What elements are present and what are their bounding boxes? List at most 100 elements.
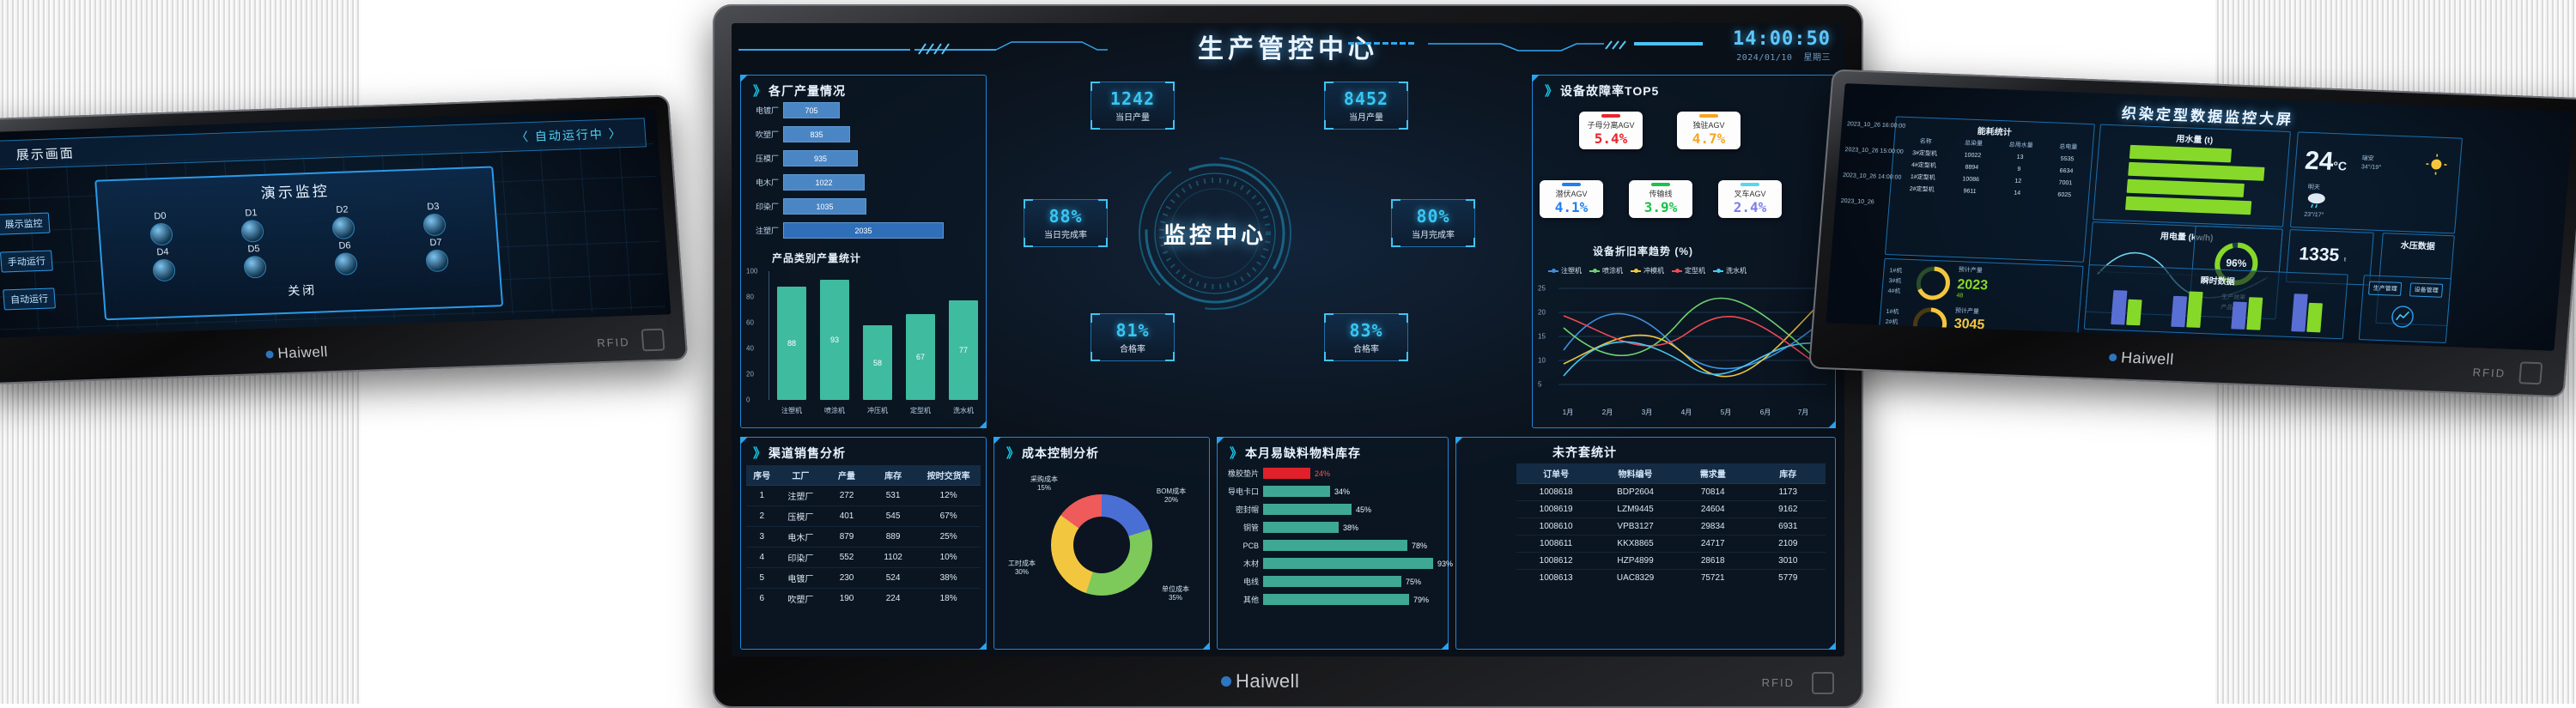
inventory-bar xyxy=(1263,504,1352,515)
knob-d6[interactable] xyxy=(334,252,358,275)
col-header: 物料编号 xyxy=(1595,463,1675,484)
knob-d4[interactable] xyxy=(152,258,176,281)
table-row[interactable]: 6 吹塑厂 190 224 18% xyxy=(746,589,981,609)
weather-tomorrow-value: 明天 xyxy=(2307,185,2320,191)
knob-d5[interactable] xyxy=(243,256,267,279)
table-row[interactable]: 1008611 KKX8865 24717 2109 xyxy=(1516,536,1826,553)
timestamp-2: 2023_10_26 14:00:00 xyxy=(1843,172,1902,181)
side-button-0[interactable]: 展示监控 xyxy=(0,213,51,235)
table-row[interactable]: 4 印染厂 552 1102 10% xyxy=(746,548,981,568)
corner-tr xyxy=(1399,82,1408,91)
legend-b-1: 2#机 xyxy=(1885,318,1899,327)
knob-cell-d4[interactable]: D4 xyxy=(117,245,210,283)
legend-item-4: 洗水机 xyxy=(1713,266,1747,275)
factory-bar-row: 印染厂 1035 xyxy=(750,199,977,214)
table-row[interactable]: 1008610 VPB3127 29834 6931 xyxy=(1516,518,1826,536)
knob-cell-d2[interactable]: D2 xyxy=(296,203,390,241)
cell: 28618 xyxy=(1675,553,1751,570)
cell: 1008610 xyxy=(1516,518,1595,536)
slice-name: 单位成本 xyxy=(1162,585,1189,593)
cell: 6 xyxy=(746,589,778,609)
cell: 10% xyxy=(916,548,981,568)
cell: 压模厂 xyxy=(778,506,824,527)
cell: 552 xyxy=(823,548,870,568)
cell: BDP2604 xyxy=(1595,484,1675,501)
category-bar: 77 xyxy=(949,300,978,400)
knob-d0[interactable] xyxy=(149,223,173,246)
quick-button-0[interactable]: 生产管理 xyxy=(2368,281,2402,296)
depreciation-x-tick: 3月 xyxy=(1634,408,1660,417)
factory-bar-row: 压模厂 935 xyxy=(750,151,977,166)
cell: 5779 xyxy=(1751,570,1826,587)
cell: 1008618 xyxy=(1516,484,1595,501)
run-state-label[interactable]: 〈 自动运行中 〉 xyxy=(515,124,645,145)
factory-bar-value: 1022 xyxy=(783,174,865,191)
knob-d7[interactable] xyxy=(425,249,449,272)
cell: 524 xyxy=(870,568,916,589)
table-row[interactable]: 2 压模厂 401 545 67% xyxy=(746,506,981,527)
knob-cell-d3[interactable]: D3 xyxy=(387,200,481,238)
y-tick: 40 xyxy=(746,345,767,353)
side-button-1[interactable]: 手动运行 xyxy=(0,250,53,272)
table-row[interactable]: 5 电镀厂 230 524 38% xyxy=(746,568,981,589)
table-row[interactable]: 3 电木厂 879 889 25% xyxy=(746,527,981,548)
tab-display-screen[interactable]: 展示画面 xyxy=(0,142,97,164)
knob-d1[interactable] xyxy=(240,220,264,243)
agv-name: 子母分离AGV xyxy=(1587,119,1634,130)
knob-label-d7: D7 xyxy=(390,236,482,250)
factory-bar-value: 2035 xyxy=(783,222,944,239)
water-bar-2 xyxy=(2127,179,2245,197)
brand-text-left: Haiwell xyxy=(277,343,329,362)
slice-pct: 35 xyxy=(1169,594,1176,602)
corner-bl xyxy=(1391,238,1400,247)
table-row[interactable]: 1 注塑厂 272 531 12% xyxy=(746,486,981,506)
cell: 1102 xyxy=(870,548,916,568)
side-button-2[interactable]: 自动运行 xyxy=(3,287,56,310)
quick-button-1[interactable]: 设备管理 xyxy=(2409,282,2443,297)
chevron-right-icon: 》 xyxy=(1230,444,1240,462)
knob-cell-d7[interactable]: D7 xyxy=(390,236,483,274)
cloud-rain-icon xyxy=(2305,191,2329,209)
knob-cell-d1[interactable]: D1 xyxy=(205,207,299,245)
cell: UAC8329 xyxy=(1595,570,1675,587)
panel-title-channel-sales: 》 渠道销售分析 xyxy=(753,444,846,462)
chevron-right-icon: 》 xyxy=(1545,82,1555,100)
slice-pct: 20 xyxy=(1164,496,1172,504)
knob-d3[interactable] xyxy=(422,213,447,236)
legend-label: 洗水机 xyxy=(1726,266,1747,275)
cell: 1173 xyxy=(1751,484,1826,501)
factory-bar-value: 705 xyxy=(783,102,840,118)
legend-item-0: 注塑机 xyxy=(1548,266,1582,275)
weather-temp-value: 24 xyxy=(2304,147,2335,176)
knob-cell-d0[interactable]: D0 xyxy=(114,209,208,247)
cell: 1008612 xyxy=(1516,553,1595,570)
table-row[interactable]: 1008612 HZP4899 28618 3010 xyxy=(1516,553,1826,570)
category-bar: 58 xyxy=(863,325,892,400)
y-tick: 80 xyxy=(746,293,767,301)
knob-cell-d5[interactable]: D5 xyxy=(208,242,301,280)
corner-bl xyxy=(1091,352,1100,361)
agv-name: 传输线 xyxy=(1649,188,1672,199)
kpi-value: 1242 xyxy=(1110,88,1155,109)
table-row[interactable]: 1008619 LZM9445 24604 9162 xyxy=(1516,501,1826,518)
kpi-value: 83% xyxy=(1349,320,1382,341)
table-row[interactable]: 1008618 BDP2604 70814 1173 xyxy=(1516,484,1826,501)
corner-tl xyxy=(1091,82,1100,91)
header-decoration-right xyxy=(1346,39,1716,59)
table-row[interactable]: 1008613 UAC8329 75721 5779 xyxy=(1516,570,1826,587)
kpi-label: 合格率 xyxy=(1120,342,1145,354)
pct-value: 75 xyxy=(1406,578,1414,586)
cell: 6025 xyxy=(2044,188,2086,202)
knob-cell-d6[interactable]: D6 xyxy=(299,239,392,277)
corner-bl xyxy=(1324,120,1334,130)
panel-title-unmatched: 未齐套统计 xyxy=(1552,444,1617,461)
factory-bar-label: 电木厂 xyxy=(750,177,779,188)
chart-icon[interactable] xyxy=(2390,305,2415,330)
water-bar-0 xyxy=(2129,145,2232,162)
knob-d2[interactable] xyxy=(331,216,355,239)
factory-bar-value: 935 xyxy=(783,150,858,166)
factory-bar-label: 压模厂 xyxy=(750,153,779,164)
factory-output-title: 各厂产量情况 xyxy=(769,82,846,100)
cell: 1008613 xyxy=(1516,570,1595,587)
cell: 531 xyxy=(870,486,916,506)
